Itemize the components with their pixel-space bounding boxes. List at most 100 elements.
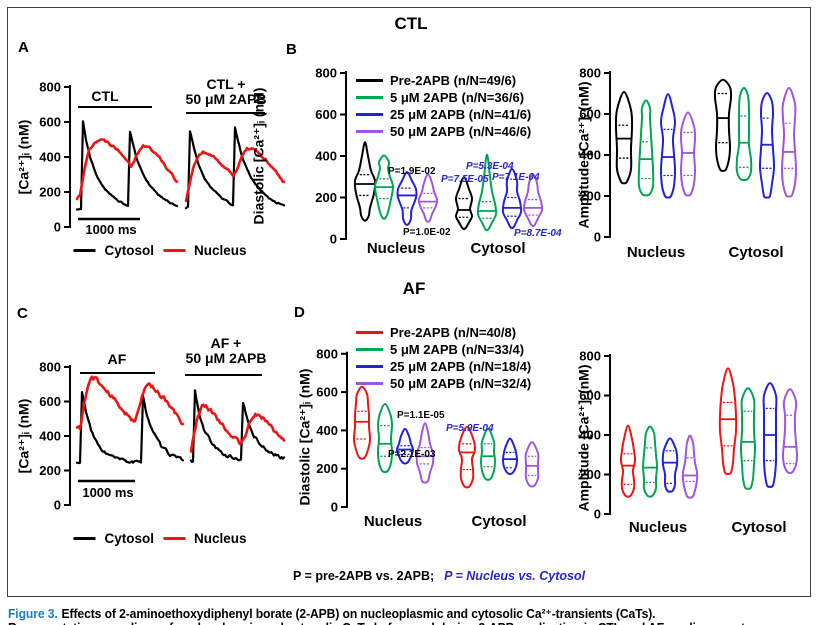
svg-text:0: 0 bbox=[54, 220, 61, 235]
violin-50-μM-2APB bbox=[524, 441, 540, 488]
panel-a-condition-1: CTL bbox=[91, 88, 119, 104]
af-amplitude-group-nucleus: Nucleus bbox=[628, 519, 688, 536]
violin-5-μM-2APB bbox=[476, 153, 498, 232]
violin-Pre-2APB bbox=[619, 424, 637, 498]
svg-text:800: 800 bbox=[316, 346, 338, 361]
svg-text:200: 200 bbox=[579, 189, 601, 204]
violin-50-μM-2APB bbox=[679, 111, 697, 197]
figure-caption-line2-clipped: Representative recordings of nucleoplasm… bbox=[8, 621, 762, 625]
legend-label-5um: 5 μM 2APB (n/N=33/4) bbox=[390, 342, 525, 357]
violin-Pre-2APB bbox=[352, 385, 372, 460]
violin-25-μM-2APB bbox=[396, 427, 414, 465]
violin-25-μM-2APB bbox=[661, 437, 679, 493]
svg-text:400: 400 bbox=[579, 148, 601, 163]
p-value-annotation: P=7.5E-05 bbox=[441, 174, 489, 185]
violin-Pre-2APB bbox=[718, 367, 738, 476]
legend-label-50um: 50 μM 2APB (n/N=32/4) bbox=[390, 376, 532, 391]
af-amplitude-y-label: Amplitude [Ca²⁺]ᵢ (nM) bbox=[575, 364, 592, 512]
legend-label-25um: 25 μM 2APB (n/N=18/4) bbox=[390, 359, 532, 374]
panel-c-scalebar-label: 1000 ms bbox=[82, 485, 134, 500]
caption-text: Effects of 2-aminoethoxydiphenyl borate … bbox=[61, 607, 656, 621]
svg-text:0: 0 bbox=[54, 498, 61, 513]
p-value-annotation: P=5.9E-04 bbox=[446, 423, 494, 434]
svg-text:600: 600 bbox=[315, 107, 337, 122]
violin-50-μM-2APB bbox=[415, 422, 435, 484]
svg-text:200: 200 bbox=[39, 185, 61, 200]
ctl-diastolic-group-nucleus: Nucleus bbox=[366, 240, 426, 257]
legend-row: 5 μM 2APB (n/N=33/4) bbox=[356, 341, 531, 358]
legend-label-25um: 25 μM 2APB (n/N=41/6) bbox=[390, 107, 532, 122]
svg-text:0: 0 bbox=[330, 232, 337, 247]
af-diastolic-y-label: Diastolic [Ca²⁺]ᵢ (nM) bbox=[296, 368, 313, 506]
section-title-af: AF bbox=[402, 279, 426, 298]
violin-50-μM-2APB bbox=[417, 173, 439, 223]
violin-50-μM-2APB bbox=[782, 388, 798, 474]
panel-c-condition-2: AF + 50 μM 2APB bbox=[186, 336, 267, 366]
violin-25-μM-2APB bbox=[762, 382, 778, 488]
apb5-swatch bbox=[356, 348, 383, 351]
violin-25-μM-2APB bbox=[758, 92, 776, 199]
violin-25-μM-2APB bbox=[502, 437, 518, 475]
ctl-diastolic-group-cytosol: Cytosol bbox=[470, 240, 526, 257]
legend-nucleus-label: Nucleus bbox=[193, 243, 247, 258]
violin-chart-ctl_diastolic: 0 200 400 600 800 bbox=[315, 66, 544, 247]
legend-label-pre2apb: Pre-2APB (n/N=40/8) bbox=[390, 325, 517, 340]
svg-text:600: 600 bbox=[579, 388, 601, 403]
p-value-annotation: P=7.1E-04 bbox=[492, 172, 540, 183]
p-value-annotation: P=1.0E-02 bbox=[403, 227, 451, 238]
panel-c-legend: Cytosol Nucleus bbox=[73, 531, 247, 546]
violin-chart-af_amplitude: 0 200 400 600 800 bbox=[579, 349, 798, 522]
violin-5-μM-2APB bbox=[637, 99, 655, 197]
nucleus-trace bbox=[184, 146, 286, 203]
p-value-annotation: P=2.1E-03 bbox=[388, 449, 436, 460]
svg-text:0: 0 bbox=[594, 230, 601, 245]
panel-a-y-axis-label: [Ca²⁺]ᵢ (nM) bbox=[15, 119, 32, 195]
p-value-annotation: P=8.7E-04 bbox=[514, 228, 562, 239]
panel-label-c: C bbox=[17, 305, 28, 322]
svg-text:400: 400 bbox=[315, 149, 337, 164]
nucleus-line-swatch bbox=[162, 537, 185, 540]
svg-text:0: 0 bbox=[594, 507, 601, 522]
nucleus-line-swatch bbox=[162, 249, 185, 252]
pre2apb-swatch bbox=[356, 331, 383, 334]
statistics-note: P = pre-2APB vs. 2APB; P = Nucleus vs. Cy… bbox=[293, 569, 585, 583]
svg-text:600: 600 bbox=[316, 385, 338, 400]
svg-text:400: 400 bbox=[39, 150, 61, 165]
apb25-swatch bbox=[356, 365, 383, 368]
svg-text:400: 400 bbox=[316, 423, 338, 438]
apb25-swatch bbox=[356, 113, 383, 116]
violin-Pre-2APB bbox=[454, 176, 474, 231]
violin-25-μM-2APB bbox=[501, 168, 523, 230]
cytosol-line-swatch bbox=[73, 249, 96, 252]
af-diastolic-group-nucleus: Nucleus bbox=[363, 513, 423, 530]
svg-text:400: 400 bbox=[39, 429, 61, 444]
svg-text:600: 600 bbox=[39, 115, 61, 130]
cytosol-line-swatch bbox=[73, 537, 96, 540]
svg-text:800: 800 bbox=[39, 80, 61, 95]
af-amplitude-group-cytosol: Cytosol bbox=[731, 519, 787, 536]
legend-row: 25 μM 2APB (n/N=18/4) bbox=[356, 358, 531, 375]
pre2apb-swatch bbox=[356, 79, 383, 82]
violin-25-μM-2APB bbox=[396, 171, 418, 226]
legend-row: Pre-2APB (n/N=40/8) bbox=[356, 324, 531, 341]
violin-5-μM-2APB bbox=[374, 154, 394, 220]
panel-c-condition-1: AF bbox=[107, 351, 127, 367]
svg-text:800: 800 bbox=[579, 66, 601, 81]
caption-figure-number: Figure 3. bbox=[8, 607, 58, 621]
violin-50-μM-2APB bbox=[781, 86, 797, 198]
ctl-amplitude-y-label: Amplitude [Ca²⁺]ᵢ (nM) bbox=[575, 81, 592, 229]
violin-chart-af_diastolic: 0 200 400 600 800 bbox=[316, 346, 540, 515]
legend-label-pre2apb: Pre-2APB (n/N=49/6) bbox=[390, 73, 517, 88]
legend-row: 50 μM 2APB (n/N=32/4) bbox=[356, 375, 531, 392]
apb50-swatch bbox=[356, 382, 383, 385]
cytosol-trace bbox=[184, 126, 286, 210]
svg-text:200: 200 bbox=[315, 190, 337, 205]
svg-text:800: 800 bbox=[579, 349, 601, 364]
ctl-amplitude-group-cytosol: Cytosol bbox=[728, 244, 784, 261]
cytosol-trace bbox=[75, 120, 179, 211]
legend-cytosol-label: Cytosol bbox=[104, 531, 154, 546]
cytosol-trace bbox=[189, 389, 286, 464]
legend-label-5um: 5 μM 2APB (n/N=36/6) bbox=[390, 90, 525, 105]
legend-row: Pre-2APB (n/N=49/6) bbox=[356, 72, 531, 89]
